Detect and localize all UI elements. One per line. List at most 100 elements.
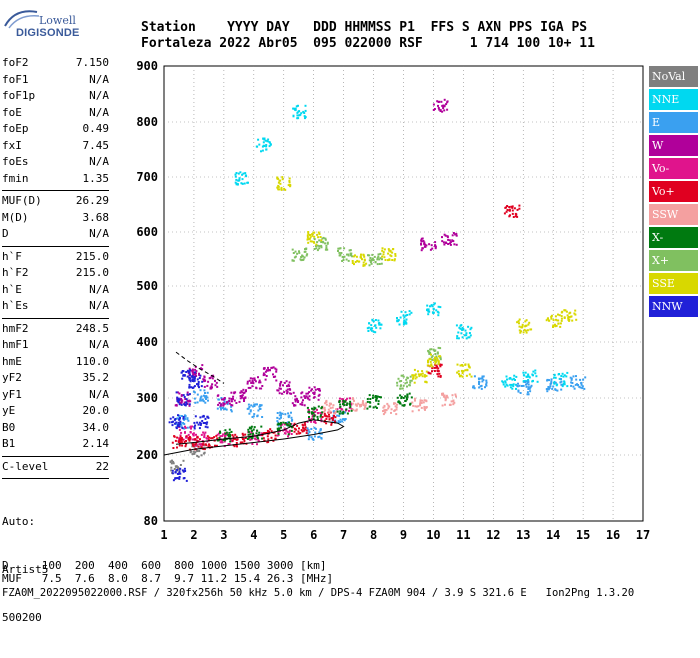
echo-point-nne xyxy=(457,337,460,340)
echo-point-vo- xyxy=(215,434,218,437)
echo-point-w xyxy=(302,399,304,402)
echo-point-sse xyxy=(552,319,555,322)
echo-point-nne xyxy=(405,322,408,325)
echo-point-x- xyxy=(300,256,303,258)
echo-point-e xyxy=(307,438,310,441)
echo-point-e xyxy=(199,389,202,392)
echo-point-w xyxy=(186,391,189,394)
echo-point-x- xyxy=(367,254,369,257)
echo-point-nne xyxy=(246,181,249,184)
echo-point-e xyxy=(313,435,316,438)
echo-point-w xyxy=(251,377,254,380)
echo-point-sse xyxy=(288,177,291,180)
echo-point-x- xyxy=(305,254,308,257)
echo-point-vo- xyxy=(242,438,245,440)
echo-point-e xyxy=(526,393,529,396)
echo-point-sse xyxy=(518,329,521,332)
echo-point-nnw xyxy=(194,424,197,427)
echo-point-w xyxy=(444,241,447,244)
echo-point-sse xyxy=(388,258,391,261)
echo-point-w xyxy=(251,380,254,383)
echo-point-w xyxy=(443,109,446,112)
logo-text-digisonde: DIGISONDE xyxy=(16,27,80,39)
echo-point-x- xyxy=(339,403,342,406)
echo-point-w xyxy=(443,98,446,101)
echo-point-w xyxy=(190,369,193,372)
echo-point-w xyxy=(308,398,311,401)
parameter-value: 3.68 xyxy=(82,210,110,224)
echo-point-w xyxy=(207,380,210,383)
echo-point-w xyxy=(245,389,247,392)
echo-point-w xyxy=(275,370,278,373)
echo-point-ssw xyxy=(390,408,393,411)
echo-point-w xyxy=(301,391,304,394)
echo-point-w xyxy=(239,397,242,400)
echo-point-ssw xyxy=(395,408,398,411)
echo-point-w xyxy=(305,392,308,395)
echo-point-nnw xyxy=(194,415,197,418)
x-tick-label: 11 xyxy=(456,528,470,542)
echo-point-noval xyxy=(172,462,175,465)
echo-point-e xyxy=(248,412,251,415)
echo-point-x- xyxy=(405,378,408,381)
echo-point-vo- xyxy=(235,444,238,447)
echo-point-x- xyxy=(317,405,320,408)
parameter-row: yF2 35.2 xyxy=(2,371,109,388)
echo-point-e xyxy=(312,438,315,441)
echo-point-nne xyxy=(404,314,407,317)
echo-point-x- xyxy=(337,247,340,250)
echo-point-vo- xyxy=(203,436,206,439)
echo-point-nnw xyxy=(172,416,175,419)
echo-point-nne xyxy=(563,380,566,383)
echo-point-vo- xyxy=(250,438,253,441)
echo-point-x- xyxy=(256,429,259,432)
echo-point-w xyxy=(240,396,243,399)
echo-point-vo- xyxy=(350,403,353,406)
echo-point-x- xyxy=(313,248,316,250)
x-tick-label: 2 xyxy=(190,528,197,542)
echo-point-w xyxy=(455,234,458,237)
parameter-name: foF1 xyxy=(2,72,29,86)
echo-point-nnw xyxy=(198,377,201,379)
echo-point-nne xyxy=(268,141,271,144)
echo-point-x- xyxy=(249,433,252,436)
echo-point-e xyxy=(529,390,532,393)
echo-point-e xyxy=(277,424,280,427)
echo-point-e xyxy=(547,386,550,388)
echo-point-sse xyxy=(419,373,422,376)
echo-point-e xyxy=(184,417,187,420)
echo-point-vo- xyxy=(307,409,310,411)
echo-point-x- xyxy=(346,412,349,415)
parameter-value: 1.35 xyxy=(82,171,110,185)
echo-point-sse xyxy=(281,178,284,181)
echo-point-nne xyxy=(461,326,464,329)
echo-point-sse xyxy=(311,234,314,237)
echo-point-vo- xyxy=(216,437,219,440)
echo-point-nne xyxy=(506,384,509,387)
echo-point-x- xyxy=(253,426,256,429)
echo-point-sse xyxy=(394,254,397,257)
echo-point-vo- xyxy=(178,437,181,440)
echo-point-vo- xyxy=(270,430,273,433)
echo-point-x- xyxy=(431,355,434,358)
echo-point-nne xyxy=(234,181,237,184)
echo-point-w xyxy=(312,391,315,394)
echo-point-vo- xyxy=(301,430,304,433)
echo-point-vo- xyxy=(185,440,187,442)
x-tick-label: 16 xyxy=(606,528,620,542)
echo-point-e xyxy=(575,378,578,381)
echo-point-w xyxy=(287,383,290,386)
y-tick-label: 700 xyxy=(136,170,158,184)
echo-point-vo- xyxy=(299,432,302,435)
echo-point-vo- xyxy=(206,435,209,438)
parameter-value: 110.0 xyxy=(75,354,109,368)
echo-point-w xyxy=(223,397,226,399)
echo-point-x- xyxy=(436,352,439,355)
echo-point-w xyxy=(295,397,298,400)
echo-point-sse xyxy=(456,363,459,366)
echo-point-nne xyxy=(408,313,411,316)
x-tick-label: 1 xyxy=(160,528,167,542)
echo-point-vo- xyxy=(236,445,238,448)
echo-point-ssw xyxy=(351,397,354,400)
echo-point-w xyxy=(420,237,423,240)
